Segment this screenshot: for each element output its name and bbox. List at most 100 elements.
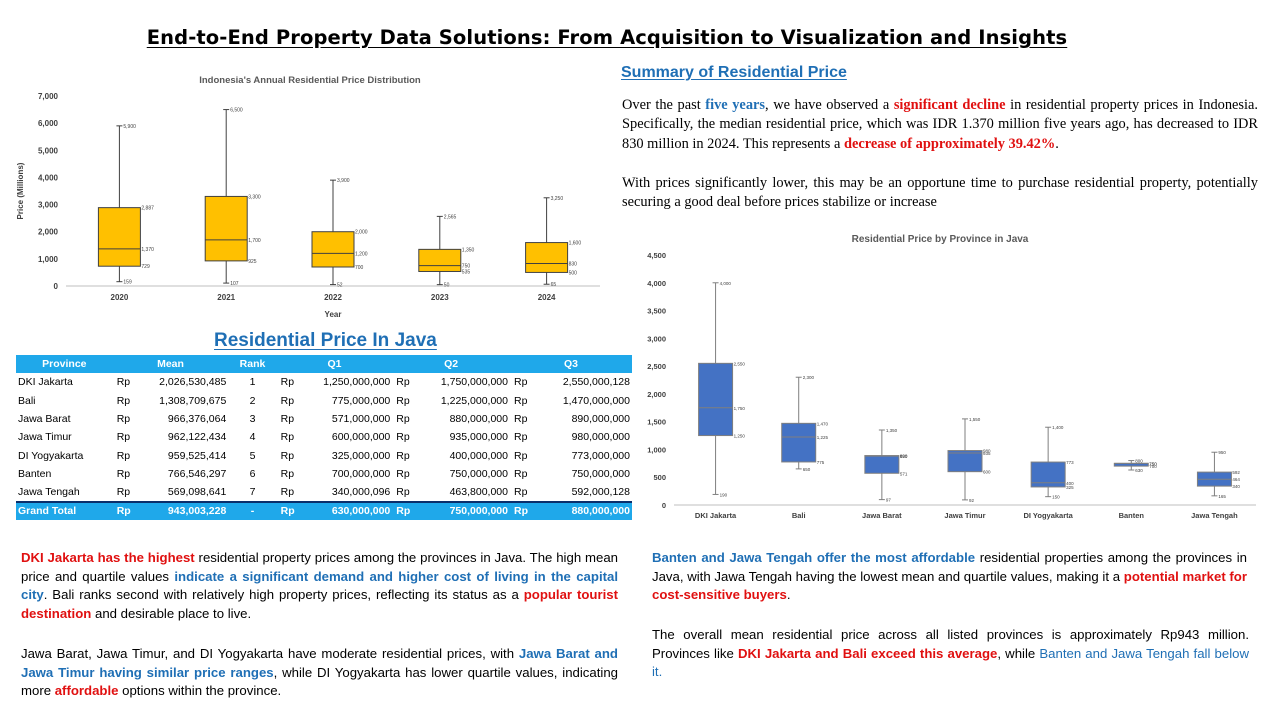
data-label: 729 <box>141 264 150 270</box>
cell-currency: Rp <box>116 431 131 444</box>
header-rank: Rank <box>228 355 277 373</box>
cell-q3: 980,000,000 <box>571 431 630 444</box>
insight-right-2: The overall mean residential price acros… <box>652 626 1249 682</box>
data-label: 500 <box>569 270 578 276</box>
y-tick-label: 1,000 <box>647 445 666 454</box>
box-iqr <box>97 207 141 267</box>
cell-currency: Rp <box>396 376 410 389</box>
text-segment: , we have observed a <box>765 97 894 113</box>
table-row: Jawa Timur Rp 962,122,434 4 Rp 600,000,000 Rp 9… <box>16 428 632 446</box>
data-label: 1,370 <box>141 247 154 253</box>
text-segment: indicate a significant demand and higher… <box>21 568 618 603</box>
table-row: Bali Rp 1,308,709,675 2 Rp 775,000,000 Rp 1,225… <box>16 391 632 409</box>
text-segment: . <box>786 587 791 603</box>
cell-q1: 630,000,000 <box>301 500 393 521</box>
data-label: 3,300 <box>248 194 261 200</box>
cell-q3: 592,000,128 <box>571 486 630 499</box>
data-label: 107 <box>230 281 239 287</box>
cell-currency: Rp <box>396 449 410 462</box>
cell-currency: Rp <box>514 376 528 389</box>
y-tick-label: 1,500 <box>647 418 666 427</box>
cell-q3: 880,000,000 <box>535 500 632 521</box>
cell-mean: 1,308,709,675 <box>159 394 227 407</box>
cell-q3: 750,000,000 <box>571 468 630 481</box>
cell-province: Jawa Timur <box>18 431 72 444</box>
province-price-boxplot: Residential Price by Province in Java 0 50… <box>647 234 1256 520</box>
cell-currency: Rp <box>514 468 528 481</box>
data-label: 1,350 <box>886 428 898 433</box>
cell-currency: Rp <box>116 376 131 389</box>
cell-currency: Rp <box>116 449 131 462</box>
data-label: 890 <box>900 454 908 459</box>
cell-mean: 569,098,641 <box>167 486 227 499</box>
table-header-row: Province Mean Rank Q1 Q2 Q3 <box>16 355 632 373</box>
text-segment: Jawa Barat and Jawa Timur having similar… <box>21 646 618 680</box>
data-label: 2,000 <box>355 230 368 236</box>
cell-rank: 5 <box>249 449 256 462</box>
cell-q2: 1,225,000,000 <box>440 394 508 407</box>
data-label: 980 <box>983 449 991 454</box>
cell-currency: Rp <box>280 376 295 389</box>
cell-q1: 571,000,000 <box>331 412 391 425</box>
box-iqr <box>947 450 983 473</box>
data-label: 1,700 <box>248 238 261 244</box>
cell-currency: Rp <box>514 486 528 499</box>
data-label: 1,470 <box>817 421 829 426</box>
cell-currency: Rp <box>112 500 136 521</box>
data-label: 1,250 <box>734 434 746 439</box>
text-segment: residential properties among the provinc… <box>652 550 1247 584</box>
cell-currency: Rp <box>280 394 295 407</box>
cell-currency: Rp <box>280 412 295 425</box>
cell-mean: 959,525,414 <box>167 449 227 462</box>
text-segment: decrease of approximately 39.42% <box>843 135 1056 152</box>
cell-currency: Rp <box>510 500 536 521</box>
cell-q3: 2,550,000,128 <box>562 376 630 389</box>
annual-price-boxplot: Indonesia's Annual Residential Price Dis… <box>16 75 600 319</box>
y-tick-label: 6,000 <box>38 119 59 128</box>
cell-rank: - <box>228 500 277 521</box>
table-row: Jawa Barat Rp 966,376,064 3 Rp 571,000,000 Rp 8… <box>16 410 632 428</box>
data-label: 400 <box>1066 481 1074 486</box>
insight-right-1: Banten and Jawa Tengah offer the most af… <box>652 549 1247 605</box>
text-segment: Over the past <box>622 97 706 113</box>
box-iqr <box>418 248 462 272</box>
cell-q2: 750,000,000 <box>417 500 510 521</box>
data-label: 65 <box>551 282 557 288</box>
data-label: 1,200 <box>355 251 368 257</box>
category-label: 2024 <box>538 293 556 302</box>
cell-currency: Rp <box>514 412 528 425</box>
category-label: DI Yogyakarta <box>1023 511 1073 520</box>
cell-currency: Rp <box>396 468 410 481</box>
text-segment: The overall mean residential price acros… <box>652 627 1249 661</box>
chart-title: Indonesia's Annual Residential Price Dis… <box>199 75 421 86</box>
cell-currency: Rp <box>396 486 410 499</box>
data-label: 2,887 <box>141 206 154 212</box>
text-segment: DKI Jakarta and Bali exceed this average <box>737 645 998 661</box>
box-iqr <box>204 195 248 262</box>
data-label: 190 <box>720 492 728 497</box>
x-axis-label: Year <box>325 310 342 319</box>
y-tick-label: 4,000 <box>38 173 59 182</box>
data-label: 775 <box>817 460 825 465</box>
data-label: 830 <box>569 261 578 267</box>
cell-currency: Rp <box>514 394 528 407</box>
cell-province: Banten <box>18 468 52 481</box>
text-segment: . Bali ranks second with relatively high… <box>43 587 524 603</box>
header-q2: Q2 <box>392 355 510 373</box>
cell-currency: Rp <box>116 486 131 499</box>
table-total-row: Grand Total Rp 943,003,228- Rp 630,000,000 Rp… <box>16 500 632 521</box>
table-row: Jawa Tengah Rp 569,098,641 7 Rp 340,000,096 Rp… <box>16 483 632 501</box>
java-price-table: Province Mean Rank Q1 Q2 Q3 DKI Jakarta R… <box>16 355 632 521</box>
insight-left-2: Jawa Barat, Jawa Timur, and DI Yogyakart… <box>21 645 618 701</box>
cell-q1: 340,000,096 <box>331 486 391 499</box>
table-row: DI Yogyakarta Rp 959,525,414 5 Rp 325,000,000… <box>16 447 632 465</box>
cell-currency: Rp <box>280 431 295 444</box>
text-segment: Banten and Jawa Tengah offer the most af… <box>652 550 976 565</box>
category-label: DKI Jakarta <box>695 511 737 520</box>
data-label: 1,550 <box>969 417 981 422</box>
cell-q2: 1,750,000,000 <box>440 376 508 389</box>
box-iqr <box>698 362 734 437</box>
data-label: 592 <box>1232 470 1240 475</box>
cell-rank: 2 <box>249 394 256 407</box>
cell-currency: Rp <box>280 486 295 499</box>
